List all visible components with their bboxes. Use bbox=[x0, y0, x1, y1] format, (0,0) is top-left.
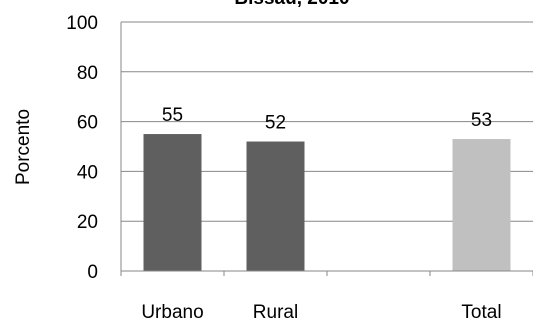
bar bbox=[247, 142, 305, 271]
x-tick-label: Rural bbox=[253, 302, 298, 323]
data-label: 52 bbox=[265, 113, 286, 134]
data-labels: 55 52 53 bbox=[162, 105, 492, 133]
y-tick-label: 20 bbox=[77, 212, 98, 233]
y-tick-label: 100 bbox=[66, 13, 98, 34]
data-label: 55 bbox=[162, 105, 183, 126]
y-tick-label: 60 bbox=[77, 113, 98, 134]
bar bbox=[453, 139, 511, 271]
bar bbox=[144, 134, 202, 271]
data-label: 53 bbox=[471, 110, 492, 131]
y-tick-label: 80 bbox=[77, 63, 98, 84]
x-tick-label: Total bbox=[461, 302, 501, 323]
y-tick-labels: 0 20 40 60 80 100 bbox=[66, 13, 98, 283]
x-tick-labels: Urbano Rural Total bbox=[141, 302, 501, 323]
x-tick-label: Urbano bbox=[141, 302, 203, 323]
chart-title: Bissau, 2010 bbox=[234, 0, 349, 9]
bars bbox=[144, 134, 511, 271]
y-axis-label: Porcento bbox=[13, 109, 34, 185]
y-tick-label: 40 bbox=[77, 162, 98, 183]
y-tick-label: 0 bbox=[87, 262, 98, 283]
